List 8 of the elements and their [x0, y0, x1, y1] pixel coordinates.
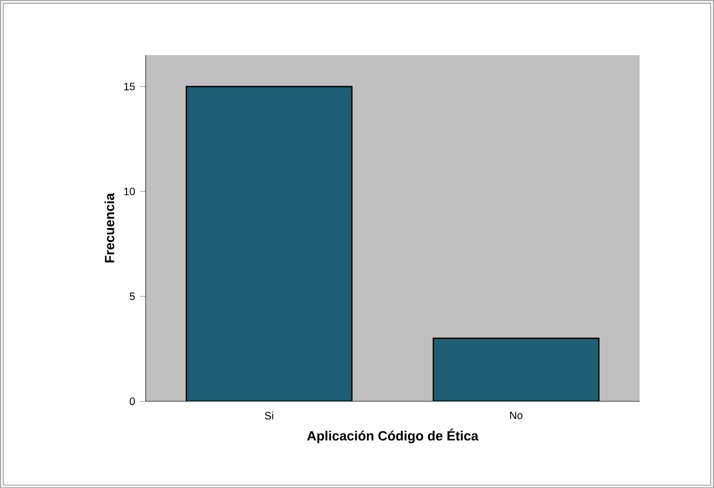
x-axis-title: Aplicación Código de Ética — [307, 428, 479, 444]
y-tick-label: 5 — [130, 292, 135, 300]
x-tick-label: No — [510, 411, 522, 419]
x-tick-label: Si — [264, 411, 274, 420]
y-tick-label: 15 — [124, 82, 135, 90]
y-tick-label: 0 — [130, 397, 135, 405]
y-tick-label: 10 — [124, 188, 135, 196]
y-axis-title: Frecuencia — [104, 192, 114, 262]
